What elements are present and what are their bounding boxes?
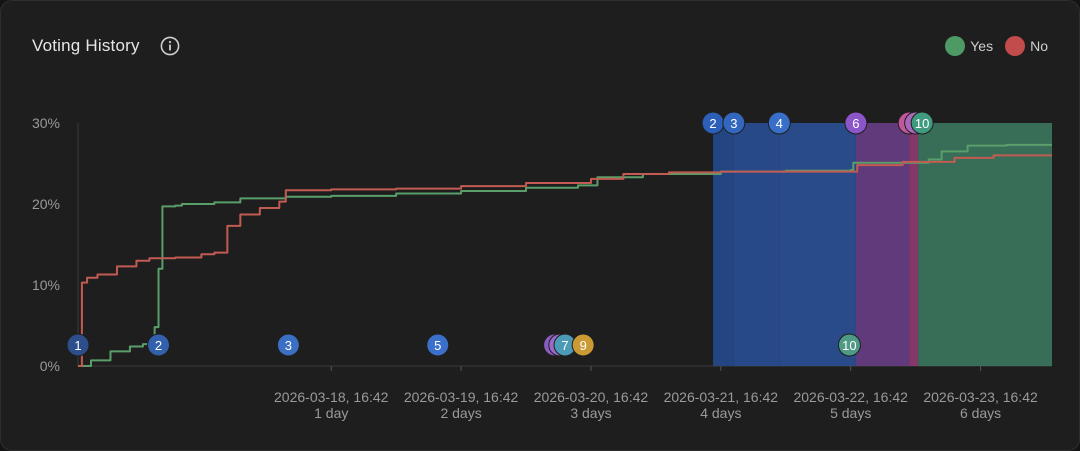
event-band	[909, 123, 919, 366]
event-marker-circle	[276, 333, 300, 357]
event-band	[855, 123, 910, 366]
legend-label-no: No	[1030, 38, 1048, 54]
event-marker-bottom[interactable]: 9	[571, 333, 595, 357]
legend-label-yes: Yes	[970, 38, 994, 54]
x-tick-sublabel: 5 days	[830, 405, 871, 421]
event-marker-circle	[722, 111, 746, 135]
y-tick-label: 20%	[32, 196, 60, 212]
event-marker-label: 3	[730, 116, 737, 131]
card-title: Voting History	[32, 36, 140, 55]
legend-item-no[interactable]: No	[1005, 36, 1048, 56]
x-tick-label: 2026-03-21, 16:42	[664, 389, 779, 405]
y-tick-label: 0%	[40, 358, 60, 374]
event-marker-circle	[571, 333, 595, 357]
event-marker-bottom[interactable]: 10	[837, 333, 861, 357]
legend-swatch-yes	[945, 36, 966, 56]
event-marker-top[interactable]: 3	[722, 111, 746, 135]
x-tick-sublabel: 1 day	[314, 405, 348, 421]
x-tick-sublabel: 3 days	[570, 405, 611, 421]
x-tick-label: 2026-03-23, 16:42	[923, 389, 1038, 405]
event-band	[713, 123, 734, 366]
event-marker-label: 5	[434, 338, 441, 353]
x-tick-label: 2026-03-18, 16:42	[274, 389, 389, 405]
x-tick-label: 2026-03-19, 16:42	[404, 389, 519, 405]
event-band	[779, 123, 856, 366]
chart-legend: Yes No	[945, 36, 1048, 56]
event-marker-label: 10	[915, 116, 929, 131]
event-marker-top[interactable]: 4	[767, 111, 791, 135]
x-tick-label: 2026-03-22, 16:42	[793, 389, 908, 405]
event-marker-circle	[767, 111, 791, 135]
info-icon[interactable]	[160, 36, 180, 56]
event-band	[918, 123, 1052, 366]
y-tick-label: 10%	[32, 277, 60, 293]
event-marker-bottom[interactable]: 1	[66, 333, 90, 357]
event-marker-bottom[interactable]: 3	[276, 333, 300, 357]
x-tick-label: 2026-03-20, 16:42	[534, 389, 649, 405]
legend-swatch-no	[1005, 36, 1026, 56]
event-marker-label: 4	[776, 116, 783, 131]
event-marker-label: 1	[74, 338, 81, 353]
y-tick-label: 30%	[32, 115, 60, 131]
event-marker-circle	[910, 111, 934, 135]
x-tick-sublabel: 6 days	[960, 405, 1001, 421]
event-marker-circle	[66, 333, 90, 357]
event-marker-circle	[147, 333, 171, 357]
event-marker-bottom[interactable]: 5	[426, 333, 450, 357]
event-marker-top[interactable]: 6	[844, 111, 868, 135]
event-marker-circle	[837, 333, 861, 357]
event-band	[733, 123, 780, 366]
event-marker-label: 7	[561, 338, 568, 353]
event-marker-label: 6	[852, 116, 859, 131]
event-marker-top[interactable]: 2	[701, 111, 725, 135]
series-line-no	[78, 154, 1052, 367]
x-tick-sublabel: 2 days	[440, 405, 481, 421]
event-marker-label: 10	[842, 338, 856, 353]
x-tick-sublabel: 4 days	[700, 405, 741, 421]
event-marker-label: 2	[709, 116, 716, 131]
event-marker-label: 9	[580, 338, 587, 353]
legend-item-yes[interactable]: Yes	[945, 36, 993, 56]
event-marker-bottom[interactable]: 2	[147, 333, 171, 357]
event-marker-circle	[426, 333, 450, 357]
event-marker-top[interactable]: 10	[910, 111, 934, 135]
event-marker-circle	[844, 111, 868, 135]
event-marker-label: 2	[155, 338, 162, 353]
event-marker-label: 3	[285, 338, 292, 353]
